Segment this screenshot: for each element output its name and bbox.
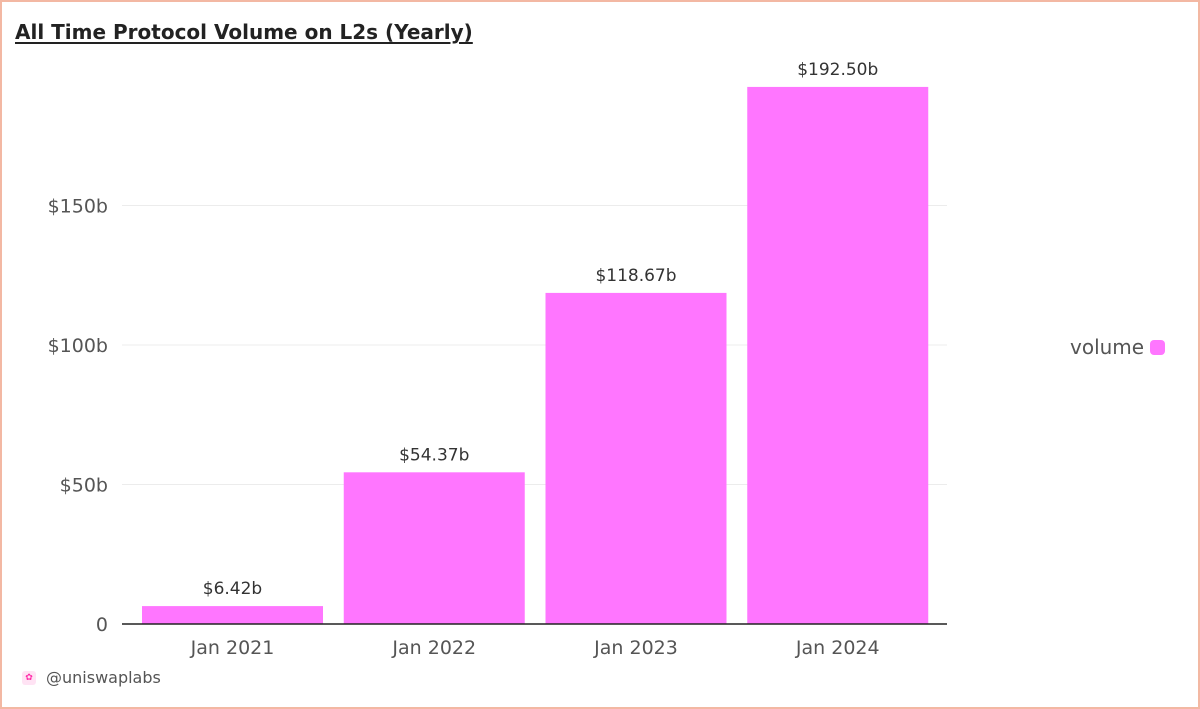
bar: [343, 472, 525, 624]
x-tick-label: Jan 2021: [190, 637, 275, 659]
x-tick-label: Jan 2022: [391, 637, 476, 659]
legend-label-volume: volume: [1070, 335, 1145, 359]
legend-swatch-volume: [1150, 339, 1166, 355]
bar: [142, 606, 323, 624]
bar-value-label: $118.67b: [595, 266, 676, 286]
x-tick-label: Jan 2023: [593, 637, 678, 659]
bar-value-label: $54.37b: [399, 445, 469, 465]
y-tick-label: 0: [96, 614, 108, 636]
y-tick-label: $150b: [48, 196, 108, 218]
legend: volume: [1070, 335, 1166, 359]
unicorn-icon: ✿: [22, 670, 36, 685]
bar-value-label: $192.50b: [797, 60, 878, 80]
bar-value-label: $6.42b: [203, 579, 262, 599]
footer-handle: @uniswaplabs: [46, 668, 161, 687]
y-tick-label: $50b: [60, 475, 108, 497]
bar: [747, 86, 929, 625]
bar: [545, 292, 727, 624]
x-tick-label: Jan 2024: [795, 637, 880, 659]
y-tick-label: $100b: [48, 335, 108, 357]
footer: ✿ @uniswaplabs: [22, 668, 161, 687]
chart-title: All Time Protocol Volume on L2s (Yearly): [15, 20, 473, 44]
